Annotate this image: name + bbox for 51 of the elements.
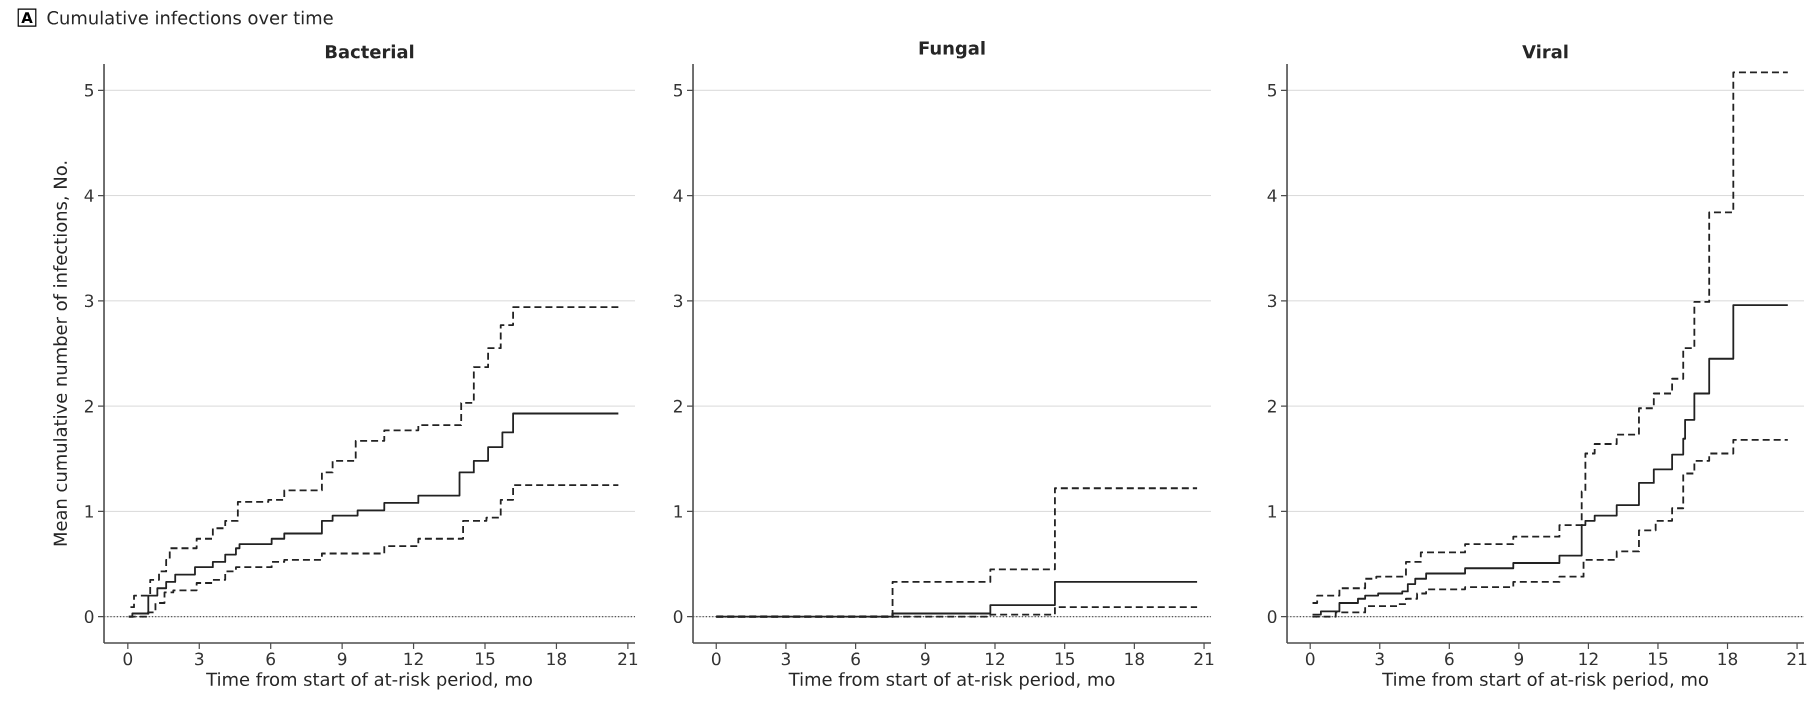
y-tick-label: 1 — [674, 505, 682, 518]
y-tick-label: 5 — [1268, 84, 1277, 97]
x-tick-label: 21 — [618, 652, 638, 666]
chart-title: Fungal — [919, 40, 985, 59]
x-tick-label: 21 — [1194, 652, 1214, 666]
x-tick-label: 15 — [1649, 652, 1668, 666]
y-tick-label: 0 — [1267, 610, 1277, 624]
y-tick-label: 0 — [84, 610, 94, 624]
x-tick-label: 9 — [337, 652, 347, 666]
x-tick-label: 12 — [986, 652, 1005, 666]
chart-title: Bacterial — [325, 44, 414, 59]
x-tick-label: 18 — [1125, 652, 1144, 666]
y-tick-label: 1 — [1268, 505, 1276, 518]
x-tick-label: 21 — [1787, 652, 1807, 666]
x-axis-title: Time from start of at-risk period, mo — [788, 672, 1115, 690]
x-tick-label: 15 — [1055, 652, 1074, 666]
y-tick-label: 3 — [674, 294, 683, 308]
y-tick-label: 5 — [85, 84, 94, 97]
y-tick-label: 0 — [673, 610, 683, 624]
x-tick-label: 0 — [711, 652, 721, 666]
text: A — [21, 12, 33, 24]
x-tick-label: 3 — [781, 652, 790, 666]
x-tick-label: 6 — [1445, 652, 1454, 666]
x-tick-label: 12 — [1579, 652, 1598, 666]
x-axis-title: Time from start of at-risk period, mo — [1382, 672, 1708, 690]
y-tick-label: 4 — [1267, 189, 1277, 202]
y-tick-label: 3 — [85, 294, 94, 308]
y-tick-label: 2 — [673, 399, 682, 413]
y-tick-label: 2 — [84, 399, 93, 413]
y-tick-label: 3 — [1268, 294, 1277, 308]
x-tick-label: 18 — [1718, 652, 1738, 666]
x-tick-label: 0 — [1305, 652, 1315, 666]
text: Cumulative infections over time — [47, 10, 333, 25]
x-tick-label: 0 — [123, 652, 133, 666]
y-tick-label: 1 — [85, 505, 93, 518]
x-axis-title: Time from start of at-risk period, mo — [206, 672, 532, 690]
y-axis-title: Mean cumulative number of infections, No. — [53, 161, 69, 546]
x-tick-label: 12 — [404, 652, 423, 666]
x-tick-label: 6 — [266, 652, 276, 666]
y-tick-label: 4 — [84, 189, 94, 202]
y-tick-label: 5 — [674, 84, 683, 97]
x-tick-label: 9 — [920, 652, 930, 666]
x-tick-label: 15 — [476, 652, 495, 666]
chart-title: Viral — [1522, 44, 1568, 59]
x-tick-label: 3 — [195, 652, 204, 666]
x-tick-label: 9 — [1514, 652, 1524, 666]
x-tick-label: 18 — [547, 652, 567, 666]
x-tick-label: 3 — [1375, 652, 1384, 666]
y-tick-label: 2 — [1267, 399, 1276, 413]
y-tick-label: 4 — [673, 189, 683, 202]
x-tick-label: 6 — [851, 652, 860, 666]
